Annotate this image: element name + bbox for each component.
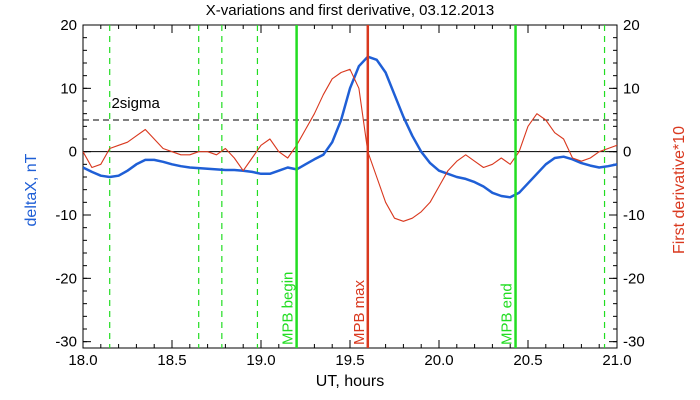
mpb-marker-label: MPB max — [351, 279, 368, 345]
x-tick-label: 18.5 — [157, 352, 186, 369]
x-tick-label: 19.0 — [246, 352, 275, 369]
y-tick-label-left: 0 — [69, 144, 77, 161]
x-tick-label: 19.5 — [335, 352, 364, 369]
y-tick-label-right: 10 — [623, 80, 640, 97]
chart-title: X-variations and first derivative, 03.12… — [206, 2, 495, 19]
x-axis-label: UT, hours — [316, 373, 384, 390]
y-tick-label-right: 20 — [623, 17, 640, 34]
y-tick-label-left: -30 — [55, 334, 77, 351]
sigma-label: 2sigma — [111, 95, 160, 112]
derivative-series-line — [83, 68, 617, 222]
x-tick-label: 18.0 — [68, 352, 97, 369]
x-tick-label: 21.0 — [602, 352, 631, 369]
y-tick-label-right: -20 — [623, 270, 645, 287]
y-tick-label-left: 20 — [60, 17, 77, 34]
mpb-marker-label: MPB end — [499, 283, 516, 345]
y-axis-label-left: deltaX, nT — [23, 153, 40, 226]
y-tick-label-left: -20 — [55, 270, 77, 287]
y-tick-label-left: 10 — [60, 80, 77, 97]
y-tick-label-right: -10 — [623, 207, 645, 224]
deltax-series-line — [83, 55, 617, 199]
x-tick-label: 20.5 — [513, 352, 542, 369]
plot-area: 18.0 18.5 19.0 19.5 20.0 20.5 21.0 20 20 10 10 0 0 -1… — [55, 17, 644, 369]
y-axis-label-right: First derivative*10 — [671, 126, 688, 254]
y-tick-label-left: -10 — [55, 207, 77, 224]
y-tick-label-right: -30 — [623, 334, 645, 351]
y-tick-label-right: 0 — [623, 144, 631, 161]
mpb-marker-label: MPB begin — [280, 272, 297, 345]
x-tick-label: 20.0 — [424, 352, 453, 369]
